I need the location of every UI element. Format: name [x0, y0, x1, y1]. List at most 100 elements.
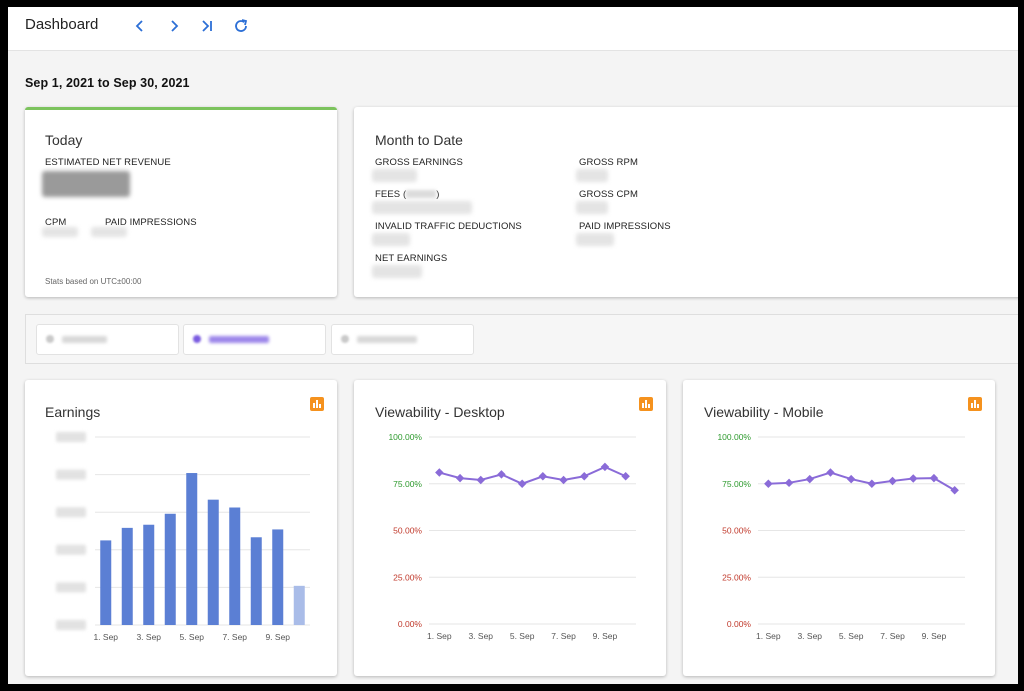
x-tick-label: 1. Sep [93, 632, 118, 642]
viewability-desktop-chart: 100.00% 75.00% 50.00% 25.00% 0.00% 1. Sep 3. S… [388, 432, 636, 641]
viewability-desktop-title: Viewability - Desktop [375, 404, 505, 420]
paid-impressions-label: PAID IMPRESSIONS [105, 217, 197, 228]
bar [229, 507, 241, 625]
y-tick-label: 0.00% [727, 619, 752, 629]
x-tick-label: 5. Sep [510, 631, 535, 641]
data-point [867, 479, 877, 488]
bar [100, 540, 112, 625]
y-tick-label-hidden [56, 432, 86, 442]
estimated-net-revenue-label: ESTIMATED NET REVENUE [45, 157, 171, 168]
chip-dot [46, 335, 54, 343]
x-tick-label: 7. Sep [551, 631, 576, 641]
x-tick-label: 1. Sep [756, 631, 781, 641]
data-point [559, 475, 568, 485]
y-tick-label-hidden [56, 544, 86, 555]
data-point [805, 474, 814, 484]
data-point [846, 474, 856, 484]
chart-menu-icon[interactable] [639, 397, 653, 411]
cpm-value [42, 227, 78, 237]
y-tick-label: 75.00% [393, 479, 422, 489]
filter-chip-3[interactable] [331, 324, 474, 355]
invalid-traffic-label: INVALID TRAFFIC DEDUCTIONS [375, 221, 522, 232]
chip-text-hidden [357, 336, 417, 343]
skip-to-end-icon[interactable] [198, 17, 216, 35]
y-tick-label: 100.00% [388, 432, 422, 442]
y-tick-label-hidden [56, 507, 86, 518]
viewability-desktop-card: Viewability - Desktop 100.00% 75.00% 50.00… [354, 380, 666, 676]
cpm-label: CPM [45, 217, 67, 228]
gross-earnings-label: GROSS EARNINGS [375, 157, 463, 168]
x-tick-label: 3. Sep [468, 631, 493, 641]
earnings-card: Earnings 1. Sep 3. Sep 5. Sep 7. Sep 9. Sep [25, 380, 337, 676]
filter-bar [25, 314, 1018, 364]
today-card: Today ESTIMATED NET REVENUE CPM PAID IMP… [25, 107, 337, 297]
y-tick-label-hidden [56, 469, 86, 480]
y-tick-label: 75.00% [722, 479, 751, 489]
estimated-net-revenue-value [42, 171, 130, 197]
series-line [768, 471, 956, 492]
y-tick-label-hidden [56, 620, 86, 630]
chip-text-hidden [209, 336, 269, 343]
viewability-mobile-card: Viewability - Mobile 100.00% 75.00% 50.00%… [683, 380, 995, 676]
page-title: Dashboard [25, 16, 99, 33]
today-title: Today [45, 132, 83, 148]
chip-dot [341, 335, 349, 343]
earnings-chart: 1. Sep 3. Sep 5. Sep 7. Sep 9. Sep [56, 432, 310, 642]
y-tick-label-hidden [56, 582, 86, 593]
data-point [600, 462, 610, 472]
dashboard-screen: Dashboard Sep 1, 2021 to Sep 30, 2021 To… [8, 7, 1018, 684]
data-point [455, 473, 465, 483]
top-bar: Dashboard [8, 7, 1018, 51]
y-tick-label: 50.00% [393, 526, 422, 536]
bar [121, 527, 133, 625]
earnings-title: Earnings [45, 404, 101, 420]
paid-impressions-value [91, 227, 127, 237]
gross-rpm-value [576, 169, 608, 182]
data-point [476, 475, 485, 485]
mtd-paid-impressions-label: PAID IMPRESSIONS [579, 221, 671, 232]
bar [164, 513, 176, 625]
chevron-left-icon[interactable] [131, 17, 149, 35]
month-to-date-title: Month to Date [375, 132, 463, 148]
x-tick-label: 7. Sep [222, 632, 247, 642]
chip-text-hidden [62, 336, 107, 343]
x-tick-label: 7. Sep [880, 631, 905, 641]
fees-label-text: FEES ( [375, 189, 407, 200]
x-tick-label: 9. Sep [922, 631, 947, 641]
mtd-paid-impressions-value [576, 233, 614, 246]
filter-chip-2[interactable] [183, 324, 326, 355]
fees-percent-hidden [406, 190, 437, 199]
x-tick-label: 5. Sep [839, 631, 864, 641]
gross-rpm-label: GROSS RPM [579, 157, 638, 168]
x-tick-label: 5. Sep [179, 632, 204, 642]
y-tick-label: 25.00% [393, 572, 422, 582]
net-earnings-value [372, 265, 422, 278]
bar [186, 473, 198, 625]
series-line [439, 465, 627, 485]
x-tick-label: 9. Sep [265, 632, 290, 642]
y-tick-label: 25.00% [722, 572, 751, 582]
refresh-icon[interactable] [232, 17, 250, 35]
data-point [538, 472, 548, 481]
gross-cpm-value [576, 201, 608, 214]
net-earnings-label: NET EARNINGS [375, 253, 448, 264]
chart-menu-icon[interactable] [310, 397, 324, 411]
stats-footnote: Stats based on UTC±00:00 [45, 277, 142, 286]
data-point [950, 486, 959, 495]
data-point [929, 473, 939, 483]
bar [293, 585, 305, 625]
filter-chip-1[interactable] [36, 324, 179, 355]
data-point [580, 472, 589, 481]
data-point [764, 479, 773, 488]
invalid-traffic-value [372, 233, 410, 246]
chevron-right-icon[interactable] [165, 17, 183, 35]
y-tick-label: 50.00% [722, 526, 751, 536]
data-point [784, 478, 794, 488]
fees-label: FEES () [375, 189, 439, 200]
data-point [909, 474, 918, 483]
y-tick-label: 0.00% [398, 619, 423, 629]
gross-earnings-value [372, 169, 417, 182]
viewability-mobile-chart: 100.00% 75.00% 50.00% 25.00% 0.00% 1. Sep 3. S… [717, 432, 965, 641]
data-point [435, 468, 444, 477]
chart-menu-icon[interactable] [968, 397, 982, 411]
